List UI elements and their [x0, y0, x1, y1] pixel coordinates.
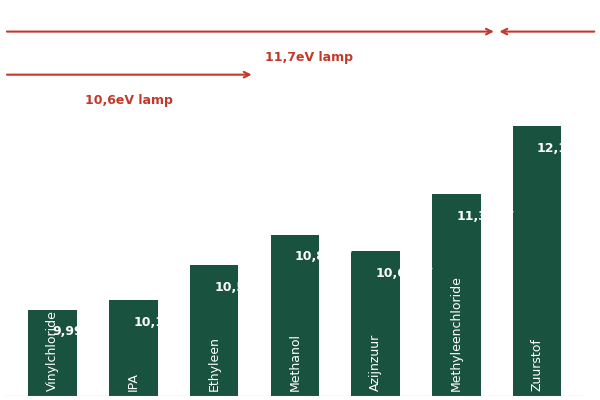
Text: 10,5eV: 10,5eV: [214, 281, 263, 294]
Bar: [109, 300, 158, 396]
Text: 11,7eV lamp: 11,7eV lamp: [265, 51, 353, 64]
Text: Vinylchloride: Vinylchloride: [46, 311, 59, 392]
Text: Zuurstof: Zuurstof: [530, 339, 544, 392]
Bar: [271, 235, 319, 396]
Text: 10,6eV lamp: 10,6eV lamp: [85, 94, 173, 107]
Bar: [352, 251, 400, 396]
Text: Ethyleen: Ethyleen: [208, 337, 221, 392]
Bar: [28, 310, 77, 396]
Text: 10,85eV: 10,85eV: [295, 250, 353, 264]
Bar: [190, 265, 238, 396]
Bar: [432, 194, 481, 396]
Text: Azijnzuur: Azijnzuur: [369, 334, 382, 392]
Text: 11,32eV: 11,32eV: [456, 210, 514, 222]
Text: 9,99eV: 9,99eV: [53, 325, 101, 338]
Bar: [513, 126, 561, 396]
Text: 12,1eV: 12,1eV: [537, 142, 586, 155]
Text: IPA: IPA: [127, 373, 140, 392]
Text: Methyleenchloride: Methyleenchloride: [450, 276, 463, 392]
Text: Methanol: Methanol: [289, 334, 301, 392]
Text: 10,1eV: 10,1eV: [133, 316, 182, 329]
Text: 10,66eV: 10,66eV: [376, 267, 433, 280]
